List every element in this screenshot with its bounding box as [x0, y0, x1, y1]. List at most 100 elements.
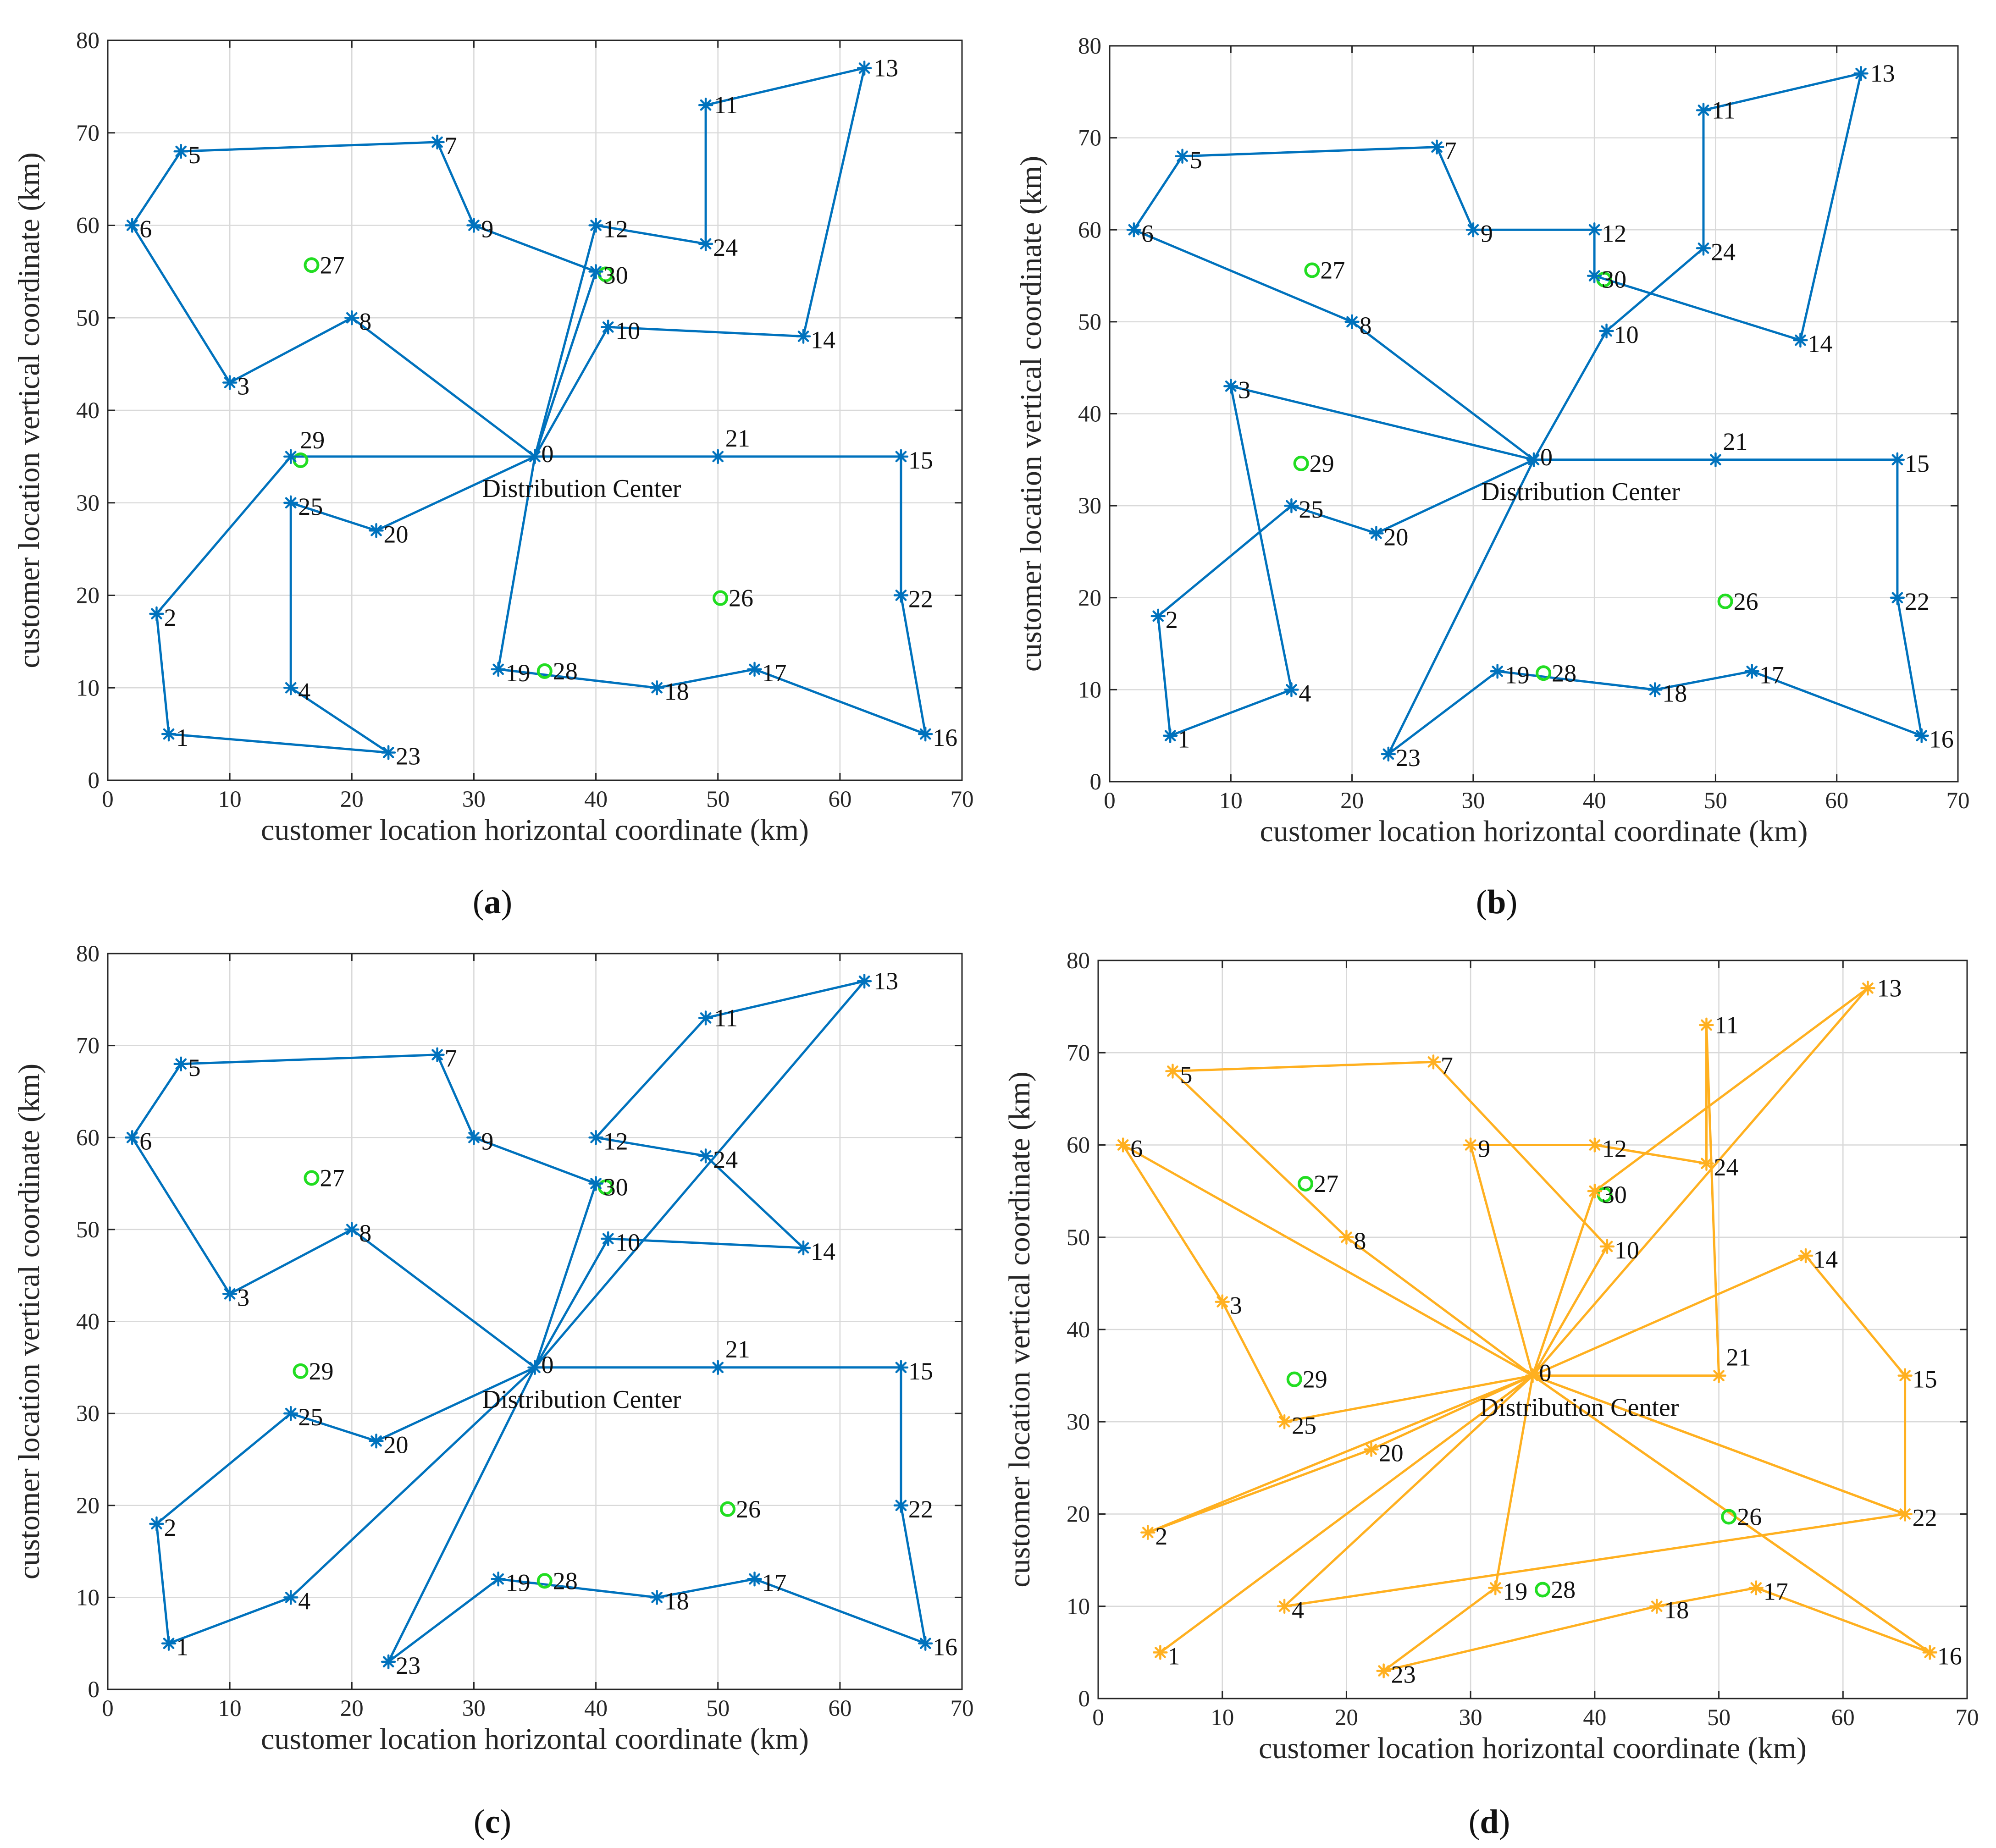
customer-node-marker [1922, 1645, 1938, 1660]
customer-node-marker [466, 1130, 481, 1145]
node-label: 20 [1379, 1440, 1404, 1467]
node-label: 24 [1714, 1153, 1739, 1181]
customer-node-marker [698, 97, 713, 113]
node-label: 22 [1905, 588, 1930, 615]
node-label: 17 [762, 1569, 787, 1596]
customer-node-marker [1708, 452, 1723, 468]
node-label: 7 [1441, 1052, 1453, 1079]
node-label: 15 [908, 447, 933, 474]
customer-node-marker [1175, 149, 1190, 164]
route-line [1133, 72, 1863, 461]
unserved-customer-marker [1293, 455, 1309, 471]
customer-node-marker [1115, 1137, 1131, 1153]
node-label: 6 [139, 1127, 152, 1155]
node-label: 22 [1913, 1504, 1937, 1532]
node-label: 25 [298, 493, 323, 520]
y-tick-label: 10 [1067, 1594, 1090, 1620]
unserved-label: 29 [1310, 450, 1334, 477]
x-tick-label: 70 [951, 1696, 974, 1721]
customer-node-marker [1897, 1506, 1913, 1522]
depot-label: Distribution Center [482, 1385, 681, 1414]
customer-node-marker [600, 320, 616, 335]
customer-node-marker [600, 1231, 616, 1247]
x-tick-label: 10 [1219, 788, 1243, 814]
x-tick-label: 60 [1825, 788, 1848, 814]
node-label: 21 [725, 1335, 750, 1363]
node-label: 16 [933, 1633, 957, 1661]
customer-node-marker [588, 218, 603, 233]
x-axis-label: customer location horizontal coordinate … [1259, 1732, 1807, 1765]
customer-node-marker [381, 1654, 396, 1670]
node-label: 2 [164, 1514, 176, 1541]
node-label: 11 [714, 1004, 738, 1032]
panel-a: 0 10 20 30 40 50 60 7001020304050607080customer… [12, 28, 974, 921]
unserved-customer-marker [536, 663, 553, 679]
x-axis-label: customer location horizontal coordinate … [1260, 815, 1808, 848]
node-label: 8 [1354, 1227, 1366, 1255]
node-label: 15 [1905, 450, 1930, 477]
customer-node-marker [893, 449, 909, 464]
customer-node-marker [344, 310, 359, 325]
y-tick-label: 30 [76, 1401, 100, 1427]
route-line [1157, 385, 1535, 737]
unserved-customer-marker [1717, 593, 1733, 609]
y-axis-label: customer location vertical coordinate (k… [1003, 1071, 1036, 1587]
node-label: 1 [1167, 1642, 1180, 1670]
node-label: 5 [1180, 1061, 1192, 1089]
node-label: 18 [664, 1587, 689, 1615]
customer-node-marker [344, 1222, 359, 1237]
customer-node-marker [1344, 314, 1360, 330]
node-label: 14 [1813, 1246, 1838, 1273]
node-label: 21 [1726, 1344, 1751, 1371]
y-tick-label: 70 [1067, 1040, 1090, 1066]
node-label: 7 [1444, 137, 1457, 165]
customer-node-marker [893, 1498, 909, 1513]
x-axis-label: customer location horizontal coordinate … [261, 813, 809, 847]
node-label: 19 [1505, 661, 1530, 689]
customer-node-marker [710, 1360, 725, 1375]
customer-node-marker [124, 218, 140, 233]
node-label: 14 [1808, 330, 1832, 358]
node-label: 18 [1662, 679, 1687, 707]
customer-node-marker [491, 1572, 506, 1587]
node-label: 30 [603, 1174, 628, 1201]
x-tick-label: 0 [102, 1696, 114, 1721]
unserved-customer-marker [293, 1363, 309, 1379]
route-line [1146, 1374, 1533, 1534]
unserved-label: 26 [1737, 1503, 1762, 1531]
node-label: 1 [1178, 726, 1190, 753]
customer-node-marker [1914, 728, 1929, 743]
node-label: 30 [1602, 1181, 1627, 1208]
node-label: 1 [176, 724, 188, 751]
node-label: 0 [542, 1351, 554, 1379]
x-tick-label: 40 [1583, 1705, 1606, 1731]
y-tick-label: 0 [88, 1677, 100, 1703]
customer-node-marker [698, 236, 713, 252]
customer-node-marker [796, 329, 811, 344]
node-label: 14 [811, 326, 835, 354]
customer-node-marker [124, 1130, 140, 1145]
unserved-customer-marker [536, 1573, 553, 1589]
customer-node-marker [1381, 746, 1396, 762]
node-label: 8 [1360, 312, 1372, 339]
unserved-label: 27 [320, 251, 344, 279]
customer-node-marker [173, 143, 188, 159]
node-label: 23 [1396, 744, 1421, 772]
y-tick-label: 80 [1078, 33, 1101, 59]
unserved-customer-marker [304, 1170, 320, 1186]
customer-node-marker [1897, 1368, 1913, 1383]
node-label: 16 [1937, 1642, 1962, 1670]
customer-node-marker [1376, 1663, 1391, 1678]
customer-node-marker [1648, 682, 1663, 697]
y-tick-label: 70 [1078, 126, 1101, 151]
x-tick-label: 50 [1704, 788, 1727, 814]
x-tick-label: 0 [1104, 788, 1116, 814]
customer-node-marker [283, 1406, 299, 1421]
y-tick-label: 40 [76, 398, 100, 424]
route-line [534, 980, 866, 1368]
unserved-label: 27 [1314, 1170, 1338, 1197]
node-label: 3 [1230, 1292, 1242, 1319]
node-label: 15 [1913, 1366, 1937, 1393]
node-label: 2 [1166, 606, 1178, 634]
customer-node-marker [893, 588, 909, 603]
